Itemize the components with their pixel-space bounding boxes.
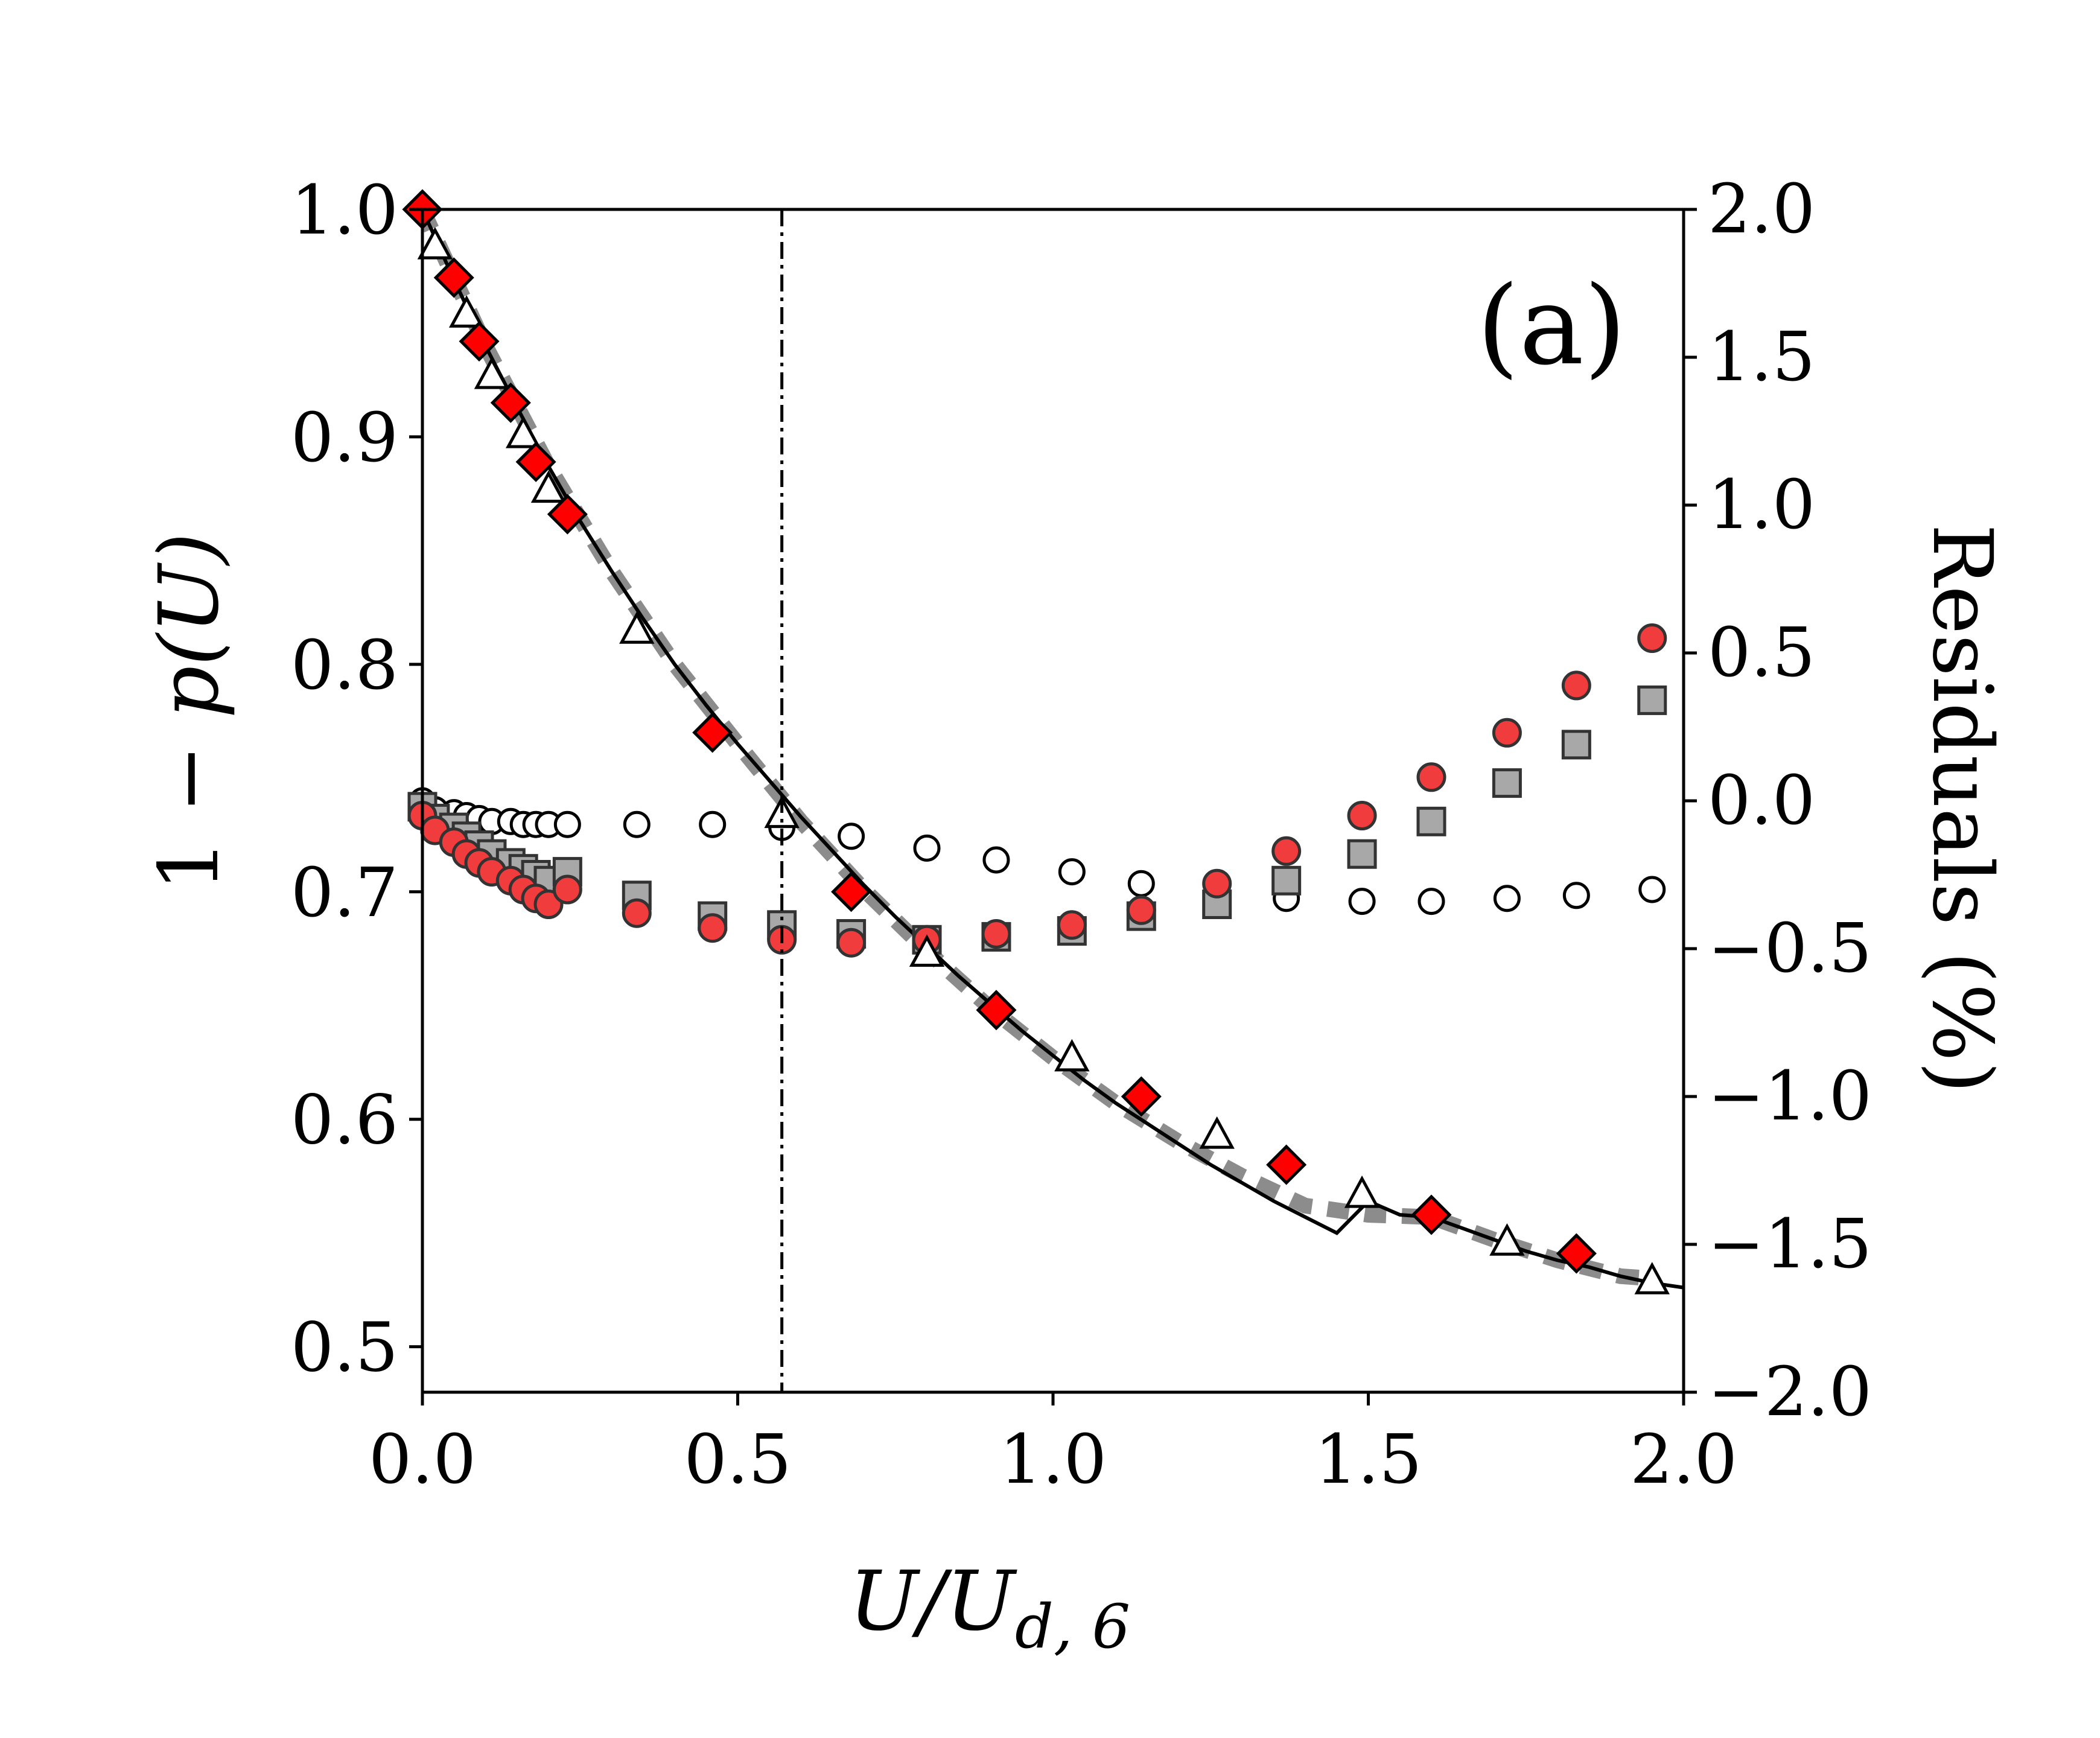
y-axis-left-label-expr: p(U) xyxy=(142,533,237,719)
y-left-tick-label: 0.8 xyxy=(291,626,398,705)
open-circle-point xyxy=(1418,888,1445,915)
open-circle-point xyxy=(1562,882,1590,909)
gray-square-point xyxy=(1347,839,1377,869)
triangle-point xyxy=(619,611,655,644)
y-right-tick-label: −1.5 xyxy=(1708,1205,1872,1284)
y-right-tick-label: 2.0 xyxy=(1708,170,1815,249)
triangle-point xyxy=(1344,1175,1380,1208)
x-tick-label: 0.5 xyxy=(684,1421,791,1499)
x-axis-label-main: U/U xyxy=(849,1554,1017,1649)
y-right-tick-label: −2.0 xyxy=(1708,1353,1872,1431)
open-circle-point xyxy=(699,810,727,838)
open-circle-point xyxy=(913,834,941,862)
gray-square-point xyxy=(1492,768,1522,798)
y-right-tick-label: 1.5 xyxy=(1708,318,1815,396)
panel-label: (a) xyxy=(1477,263,1626,389)
triangle-point xyxy=(505,415,541,448)
diamond-point xyxy=(459,321,500,362)
fit-solid-line xyxy=(421,208,1684,1290)
diamond-point xyxy=(490,382,531,423)
y-axis-right-label: Residuals (%) xyxy=(1914,524,2009,1093)
y-right-tick-label: 1.0 xyxy=(1708,466,1815,544)
diamond-point xyxy=(1266,1144,1307,1185)
x-tick-label: 0.0 xyxy=(369,1421,476,1499)
red-circle-point xyxy=(1126,895,1156,925)
triangle-point xyxy=(417,227,453,259)
open-circle-point xyxy=(1493,885,1521,912)
red-circle-point xyxy=(1202,868,1232,899)
diamond-point xyxy=(831,871,872,912)
x-tick-label: 2.0 xyxy=(1630,1421,1737,1499)
red-circle-point xyxy=(698,913,728,943)
gray-square-point xyxy=(1271,865,1302,896)
triangle-point xyxy=(474,356,510,389)
triangle-point xyxy=(530,470,567,503)
diamond-point xyxy=(547,494,588,535)
red-circle-point xyxy=(836,928,867,958)
open-circle-point xyxy=(1348,888,1376,915)
red-circle-point xyxy=(1637,623,1667,653)
red-circle-point xyxy=(1492,718,1522,748)
y-left-tick-label: 0.5 xyxy=(291,1309,398,1387)
open-circle-point xyxy=(982,846,1010,874)
triangle-point xyxy=(448,295,485,328)
y-right-tick-label: −1.0 xyxy=(1708,1057,1872,1136)
red-circle-point xyxy=(552,874,582,905)
red-circle-point xyxy=(1347,801,1377,830)
triangle-point xyxy=(1634,1262,1670,1294)
diamond-point xyxy=(515,441,556,482)
diamond-point xyxy=(976,990,1017,1031)
y-axis-left-label: 1 − p(U) xyxy=(142,533,237,892)
y-right-tick-label: 0.0 xyxy=(1708,762,1815,840)
triangle-point xyxy=(1199,1116,1235,1149)
series-layer xyxy=(415,206,1684,1290)
gray-square-point xyxy=(1637,685,1667,715)
y-left-tick-label: 0.6 xyxy=(291,1081,398,1160)
gray-square-point xyxy=(1416,806,1446,836)
y-left-tick-label: 1.0 xyxy=(291,171,398,250)
x-tick-label: 1.0 xyxy=(999,1421,1107,1499)
triangle-point xyxy=(1054,1039,1090,1072)
marker-layer xyxy=(402,189,1670,1294)
y-axis-left-label-prefix: 1 − xyxy=(142,718,237,891)
triangle-point xyxy=(1489,1223,1525,1256)
triangle-point xyxy=(909,934,945,967)
diamond-point xyxy=(1121,1076,1162,1117)
open-circle-point xyxy=(838,823,865,850)
diamond-point xyxy=(433,257,474,298)
y-right-tick-label: −0.5 xyxy=(1708,909,1872,988)
diamond-point xyxy=(692,712,733,753)
open-circle-point xyxy=(1638,876,1666,903)
y-left-tick-label: 0.9 xyxy=(291,399,398,477)
tick-layer: 0.0 0.5 1.0 1.5 2.0 0.5 0.6 0.7 0.8 0.9 1.0 −2.0 −1.… xyxy=(291,170,1872,1499)
red-circle-point xyxy=(622,898,652,928)
y-right-tick-label: 0.5 xyxy=(1708,614,1815,692)
red-circle-point xyxy=(1271,836,1302,866)
x-tick-label: 1.5 xyxy=(1314,1421,1422,1499)
x-axis-label: U/Ud, 6 xyxy=(849,1554,1130,1662)
red-circle-point xyxy=(1057,910,1087,940)
open-circle-point xyxy=(623,810,651,838)
gray-square-point xyxy=(1561,730,1591,760)
diamond-point xyxy=(1556,1233,1597,1274)
x-axis-label-subscript: d, 6 xyxy=(1015,1591,1130,1662)
diamond-point xyxy=(1411,1194,1452,1235)
open-circle-point xyxy=(553,810,581,838)
red-circle-point xyxy=(1416,762,1446,792)
y-left-tick-label: 0.7 xyxy=(291,854,398,932)
red-circle-point xyxy=(981,919,1011,949)
open-circle-point xyxy=(1058,858,1086,886)
red-circle-point xyxy=(1561,670,1591,701)
open-circle-point xyxy=(1127,870,1155,897)
